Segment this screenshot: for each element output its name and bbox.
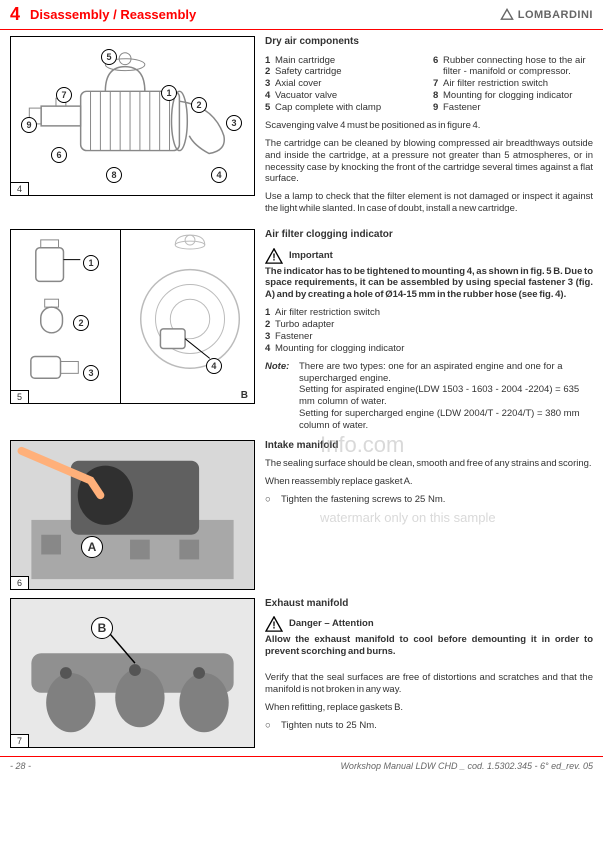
- page-footer: - 28 - Workshop Manual LDW CHD _ cod. 1.…: [0, 756, 603, 775]
- figure-7: B 7: [10, 598, 255, 748]
- svg-text:!: !: [272, 621, 275, 632]
- exhaust-text: Exhaust manifold ! Danger – Attention Al…: [265, 598, 593, 748]
- note-body: There are two types: one for an aspirate…: [299, 361, 593, 432]
- exhaust-p2: When refitting, replace gaskets B.: [265, 702, 593, 714]
- danger-header: ! Danger – Attention: [265, 616, 593, 632]
- manual-reference: Workshop Manual LDW CHD _ cod. 1.5302.34…: [70, 761, 593, 771]
- callout-5b-4: 4: [206, 358, 222, 374]
- danger-triangle-icon: !: [265, 616, 283, 632]
- figure-6-number: 6: [10, 576, 29, 590]
- callout-4: 4: [211, 167, 227, 183]
- brand-name: LOMBARDINI: [518, 9, 593, 21]
- exhaust-bullet: ○ Tighten nuts to 25 Nm.: [265, 720, 593, 732]
- clogging-text: Air filter clogging indicator ! Importan…: [265, 229, 593, 432]
- callout-8: 8: [106, 167, 122, 183]
- torque-icon: ○: [265, 494, 275, 506]
- exhaust-b1: Tighten nuts to 25 Nm.: [281, 720, 377, 732]
- figure-7-photo: [11, 599, 254, 747]
- callout-2: 2: [191, 97, 207, 113]
- svg-text:!: !: [272, 252, 275, 263]
- row-dry-air: 1 2 3 4 5 6 7 8 9 4 Dry air components 1…: [10, 36, 593, 221]
- figure-5b-label: B: [241, 390, 248, 401]
- figure-5b: 4 B: [121, 230, 254, 403]
- figure-4-number: 4: [10, 182, 29, 196]
- chapter-number: 4: [10, 4, 20, 25]
- figure-7-label: B: [91, 617, 113, 639]
- callout-9: 9: [21, 117, 37, 133]
- note-label: Note:: [265, 361, 295, 432]
- callout-5a-3: 3: [83, 365, 99, 381]
- figure-5-column: 1 2 3 A 4: [10, 229, 255, 432]
- figure-6-label: A: [81, 536, 103, 558]
- intake-bullet: ○ Tighten the fastening screws to 25 Nm.: [265, 494, 593, 506]
- callout-6: 6: [51, 147, 67, 163]
- row-intake: A 6 Intake manifold The sealing surface …: [10, 440, 593, 590]
- callout-7: 7: [56, 87, 72, 103]
- dry-air-p3: Use a lamp to check that the filter elem…: [265, 191, 593, 215]
- page-header: 4 Disassembly / Reassembly LOMBARDINI: [0, 0, 603, 30]
- torque-icon: ○: [265, 720, 275, 732]
- note-line-3: Setting for supercharged engine (LDW 200…: [299, 408, 593, 432]
- danger-label: Danger – Attention: [289, 618, 374, 630]
- figure-4-column: 1 2 3 4 5 6 7 8 9 4: [10, 36, 255, 221]
- figure-5-number: 5: [10, 390, 29, 404]
- intake-p2: When reassembly replace gasket A.: [265, 476, 593, 488]
- note-line-2: Setting for aspirated engine(LDW 1503 - …: [299, 384, 593, 408]
- exhaust-title: Exhaust manifold: [265, 598, 593, 611]
- dry-air-p2: The cartridge can be cleaned by blowing …: [265, 138, 593, 186]
- brand-logo: LOMBARDINI: [500, 8, 593, 22]
- callout-5a-1: 1: [83, 255, 99, 271]
- warning-triangle-icon: !: [265, 248, 283, 264]
- page-number: - 28 -: [10, 761, 70, 771]
- figure-5: 1 2 3 A 4: [10, 229, 255, 404]
- clogging-title: Air filter clogging indicator: [265, 229, 593, 242]
- figure-5a: 1 2 3 A: [11, 230, 121, 403]
- important-text: The indicator has to be tightened to mou…: [265, 266, 593, 302]
- intake-text: Intake manifold The sealing surface shou…: [265, 440, 593, 590]
- legend-left: 1Main cartridge 2Safety cartridge 3Axial…: [265, 55, 425, 114]
- figure-6: A 6: [10, 440, 255, 590]
- note-line-1: There are two types: one for an aspirate…: [299, 361, 593, 385]
- dry-air-text: Dry air components 1Main cartridge 2Safe…: [265, 36, 593, 221]
- callout-5: 5: [101, 49, 117, 65]
- note-block: Note: There are two types: one for an as…: [265, 361, 593, 432]
- dry-air-p1: Scavenging valve 4 must be positioned as…: [265, 120, 593, 132]
- figure-6-photo: [11, 441, 254, 589]
- figure-7-number: 7: [10, 734, 29, 748]
- page-content: 1 2 3 4 5 6 7 8 9 4 Dry air components 1…: [0, 30, 603, 748]
- important-header: ! Important: [265, 248, 593, 264]
- intake-b1: Tighten the fastening screws to 25 Nm.: [281, 494, 445, 506]
- callout-3: 3: [226, 115, 242, 131]
- dry-air-legend: 1Main cartridge 2Safety cartridge 3Axial…: [265, 55, 593, 114]
- figure-7-column: B 7: [10, 598, 255, 748]
- dry-air-title: Dry air components: [265, 36, 593, 49]
- callout-1: 1: [161, 85, 177, 101]
- intake-p1: The sealing surface should be clean, smo…: [265, 458, 593, 470]
- brand-triangle-icon: [500, 8, 514, 22]
- row-exhaust: B 7 Exhaust manifold ! Danger – Attentio…: [10, 598, 593, 748]
- intake-title: Intake manifold: [265, 440, 593, 453]
- important-label: Important: [289, 250, 333, 262]
- figure-5a-drawing: [11, 230, 120, 403]
- figure-5b-drawing: [121, 230, 254, 403]
- chapter-title: Disassembly / Reassembly: [30, 7, 500, 22]
- callout-5a-2: 2: [73, 315, 89, 331]
- legend-right: 6Rubber connecting hose to the air filte…: [433, 55, 593, 114]
- row-clogging: 1 2 3 A 4: [10, 229, 593, 432]
- clogging-legend: 1Air filter restriction switch 2Turbo ad…: [265, 307, 593, 355]
- figure-6-column: A 6: [10, 440, 255, 590]
- danger-text: Allow the exhaust manifold to cool befor…: [265, 634, 593, 658]
- exhaust-p1: Verify that the seal surfaces are free o…: [265, 672, 593, 696]
- figure-4: 1 2 3 4 5 6 7 8 9 4: [10, 36, 255, 196]
